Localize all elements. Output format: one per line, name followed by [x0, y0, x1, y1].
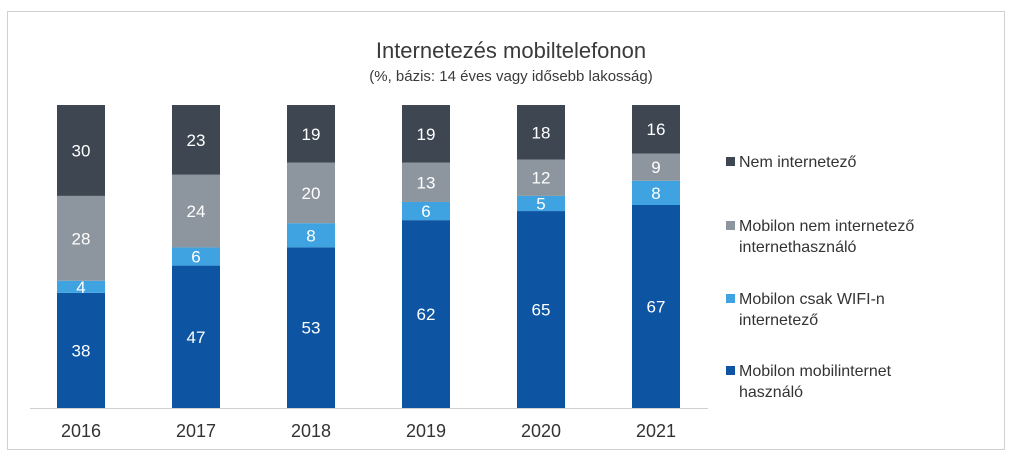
legend-label-s1-line1: internetező — [739, 312, 818, 329]
legend-swatch-s0 — [726, 366, 735, 375]
data-label-2020-s3: 18 — [532, 123, 551, 142]
legend-label-s3-line0: Nem internetező — [739, 154, 856, 171]
data-label-2019-s3: 19 — [417, 125, 436, 144]
legend-label-s2-line1: internethasználó — [739, 239, 857, 256]
bar-segment-2017-s2 — [172, 174, 220, 248]
bar-segment-2019-s0 — [402, 220, 450, 408]
bar-segment-2020-s1 — [517, 195, 565, 212]
data-label-2017-s2: 24 — [187, 202, 206, 221]
stacked-bar-chart: Internetezés mobiltelefonon (%, bázis: 1… — [30, 38, 914, 441]
data-label-2016-s0: 38 — [72, 341, 91, 360]
data-label-2019-s1: 6 — [421, 202, 430, 221]
chart-subtitle: (%, bázis: 14 éves vagy idősebb lakosság… — [369, 68, 652, 85]
bar-segment-2016-s0 — [57, 292, 105, 408]
data-label-2016-s2: 28 — [72, 229, 91, 248]
data-label-2018-s1: 8 — [306, 226, 315, 245]
bar-segment-2021-s3 — [632, 105, 680, 154]
legend-label-s0-line1: használó — [739, 384, 803, 401]
data-label-2020-s1: 5 — [536, 194, 545, 213]
data-label-2021-s1: 8 — [651, 184, 660, 203]
data-label-2021-s3: 16 — [647, 120, 666, 139]
bar-segment-2020-s3 — [517, 105, 565, 160]
bar-segment-2017-s3 — [172, 105, 220, 175]
data-label-2017-s3: 23 — [187, 131, 206, 150]
bar-segment-2018-s3 — [287, 105, 335, 163]
bar-segment-2018-s1 — [287, 223, 335, 248]
x-tick-label-2020: 2020 — [521, 421, 561, 441]
legend-swatch-s3 — [726, 157, 735, 166]
legend-label-s2-line0: Mobilon nem internetező — [739, 218, 914, 235]
data-label-2018-s3: 19 — [302, 125, 321, 144]
legend-swatch-s1 — [726, 294, 735, 303]
data-label-2020-s2: 12 — [532, 169, 551, 188]
bar-segment-2019-s3 — [402, 105, 450, 163]
data-label-2017-s1: 6 — [191, 248, 200, 267]
x-tick-label-2018: 2018 — [291, 421, 331, 441]
bar-segment-2016-s3 — [57, 105, 105, 196]
bar-segment-2021-s1 — [632, 180, 680, 205]
data-label-2016-s3: 30 — [72, 141, 91, 160]
data-label-2019-s0: 62 — [417, 305, 436, 324]
x-axis: 2016 2017 2018 2019 2020 2021 — [30, 408, 708, 441]
bar-segment-2020-s2 — [517, 159, 565, 196]
bar-segment-2021-s0 — [632, 204, 680, 408]
bar-segment-2017-s1 — [172, 247, 220, 266]
bar-segment-2019-s1 — [402, 201, 450, 221]
data-label-2018-s0: 53 — [302, 319, 321, 338]
x-tick-label-2019: 2019 — [406, 421, 446, 441]
bar-segment-2016-s1 — [57, 280, 105, 293]
bar-segment-2016-s2 — [57, 195, 105, 281]
legend: Nem internetező Mobilon nem internetező in… — [726, 154, 914, 401]
data-label-2019-s2: 13 — [417, 173, 436, 192]
data-label-2020-s0: 65 — [532, 301, 551, 320]
chart-frame: Internetezés mobiltelefonon (%, bázis: 1… — [7, 11, 1005, 450]
plot-area: 38 4 28 30 47 6 24 23 53 8 20 19 62 6 13 19 65 5 12 18 67 8 9 1… — [57, 105, 680, 408]
x-tick-label-2021: 2021 — [636, 421, 676, 441]
bar-segment-2019-s2 — [402, 162, 450, 202]
x-tick-label-2017: 2017 — [176, 421, 216, 441]
legend-label-s1-line0: Mobilon csak WIFI-n — [739, 291, 885, 308]
chart-title: Internetezés mobiltelefonon — [376, 38, 646, 63]
legend-label-s0-line0: Mobilon mobilinternet — [739, 363, 892, 380]
data-label-2021-s2: 9 — [651, 158, 660, 177]
bar-segment-2018-s0 — [287, 247, 335, 408]
bar-segment-2017-s0 — [172, 265, 220, 408]
legend-swatch-s2 — [726, 221, 735, 230]
bar-segment-2020-s0 — [517, 211, 565, 408]
data-label-2016-s1: 4 — [76, 278, 85, 297]
data-label-2017-s0: 47 — [187, 328, 206, 347]
data-label-2018-s2: 20 — [302, 184, 321, 203]
bar-segment-2018-s2 — [287, 162, 335, 224]
x-tick-label-2016: 2016 — [61, 421, 101, 441]
data-label-2021-s0: 67 — [647, 297, 666, 316]
bar-segment-2021-s2 — [632, 153, 680, 181]
